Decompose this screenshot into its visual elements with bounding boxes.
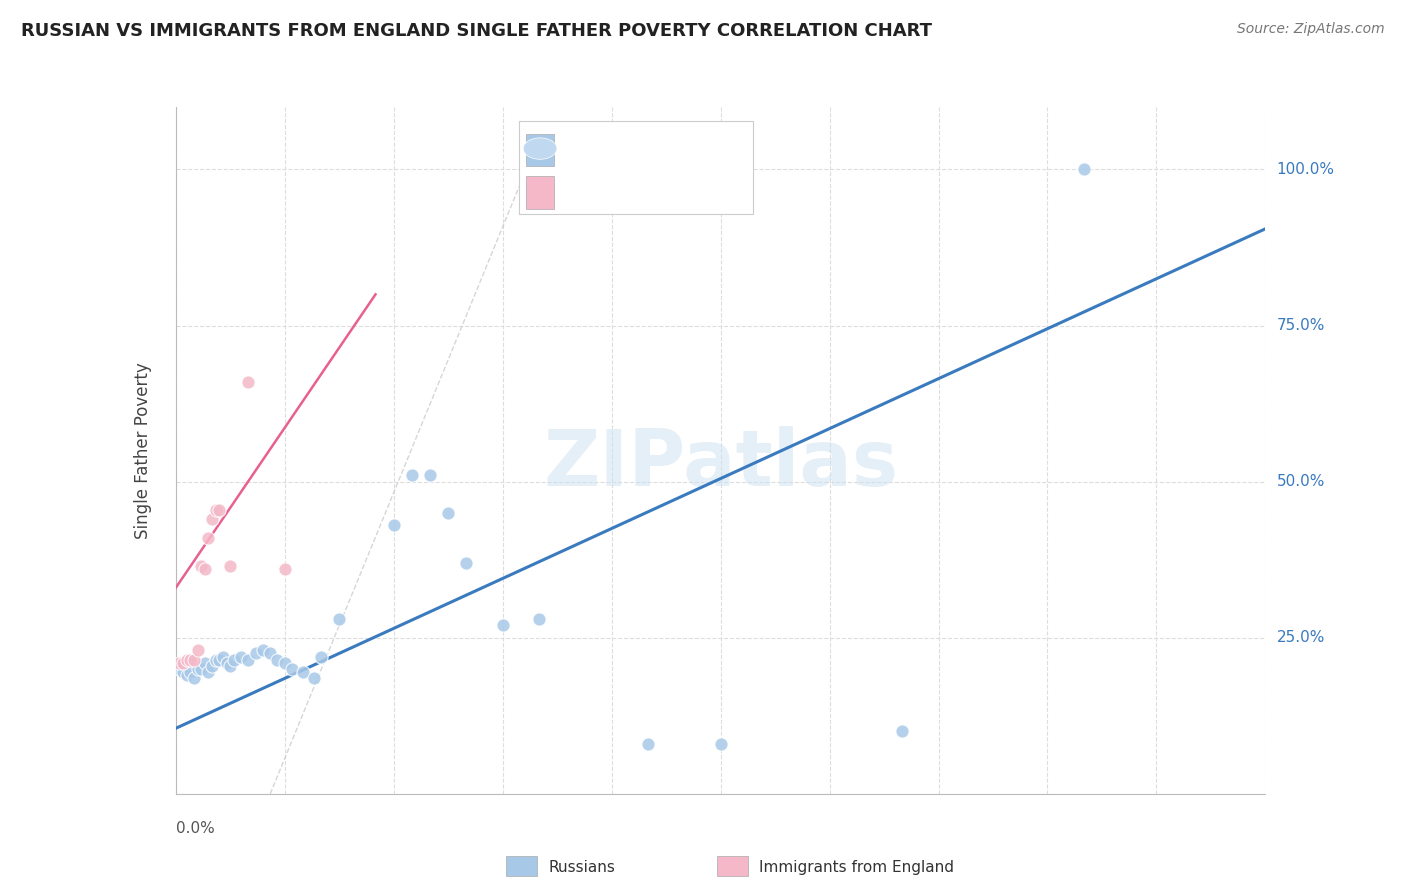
Text: 100.0%: 100.0% (1277, 162, 1334, 177)
Point (172, 656, 194, 670)
Point (527, 612, 550, 626)
Point (208, 503, 231, 517)
Point (291, 665, 314, 680)
Point (309, 649, 332, 664)
Point (281, 662, 304, 676)
Point (222, 653, 245, 667)
Text: Immigrants from England: Immigrants from England (759, 860, 955, 874)
Point (179, 665, 201, 680)
Point (891, 724, 914, 739)
Point (194, 656, 217, 670)
Text: Source: ZipAtlas.com: Source: ZipAtlas.com (1237, 22, 1385, 37)
Point (212, 649, 235, 664)
Point (274, 656, 297, 670)
Point (204, 503, 226, 517)
Point (183, 653, 205, 667)
Point (419, 468, 441, 483)
Point (710, 737, 733, 751)
Point (186, 643, 209, 657)
Point (190, 662, 212, 676)
Point (401, 468, 423, 483)
Text: 25.0%: 25.0% (1277, 631, 1324, 645)
Point (169, 656, 191, 670)
Point (382, 518, 405, 533)
Point (172, 665, 194, 680)
Text: 0.0%: 0.0% (176, 822, 215, 837)
Point (437, 506, 460, 520)
Point (231, 649, 253, 664)
Point (197, 665, 219, 680)
Text: R = 0.494   N = 15: R = 0.494 N = 15 (565, 182, 737, 200)
Point (266, 653, 288, 667)
Point (274, 562, 297, 576)
Point (328, 612, 350, 626)
Point (169, 662, 191, 676)
Point (238, 375, 260, 389)
Point (637, 737, 659, 751)
Point (492, 618, 515, 632)
Y-axis label: Single Father Poverty: Single Father Poverty (134, 362, 152, 539)
Point (219, 558, 242, 574)
Point (302, 671, 325, 685)
Point (201, 512, 224, 526)
Text: RUSSIAN VS IMMIGRANTS FROM ENGLAND SINGLE FATHER POVERTY CORRELATION CHART: RUSSIAN VS IMMIGRANTS FROM ENGLAND SINGL… (21, 22, 932, 40)
Text: R = 0.573   N = 39: R = 0.573 N = 39 (565, 139, 737, 158)
Point (238, 653, 260, 667)
Text: Russians: Russians (548, 860, 616, 874)
Point (208, 653, 231, 667)
Point (176, 668, 198, 682)
Text: ZIPatlas: ZIPatlas (543, 426, 898, 502)
Point (204, 653, 226, 667)
Point (201, 658, 224, 673)
Point (197, 531, 219, 545)
Point (252, 643, 274, 657)
Point (194, 562, 217, 576)
Point (179, 653, 201, 667)
Point (245, 646, 267, 660)
Point (219, 658, 242, 673)
Point (259, 646, 281, 660)
Point (186, 662, 209, 676)
Text: 75.0%: 75.0% (1277, 318, 1324, 333)
Text: 50.0%: 50.0% (1277, 475, 1324, 489)
Point (176, 653, 198, 667)
Point (183, 671, 205, 685)
Point (1073, 162, 1095, 177)
Point (456, 556, 478, 570)
Point (190, 558, 212, 574)
Point (215, 656, 238, 670)
